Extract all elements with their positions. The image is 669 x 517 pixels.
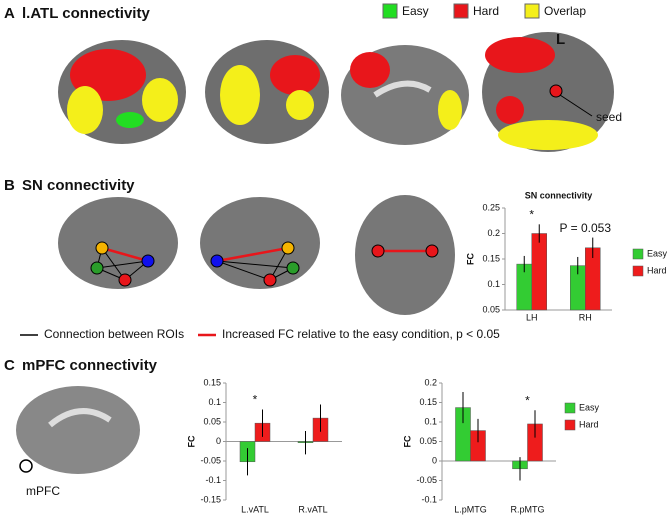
x-tick-label: R.vATL (298, 504, 327, 514)
panel-title: SN connectivity (22, 177, 135, 194)
y-tick-label: 0.15 (482, 253, 500, 263)
charts: 0.05 0.1 0.15 0.2 0.25 FC SN connectivity LH RH *… (186, 190, 667, 514)
legend-swatch (524, 3, 540, 19)
region-label: mPFC (26, 484, 60, 498)
legend-swatch (632, 265, 644, 277)
y-tick-label: 0.1 (424, 416, 437, 426)
x-tick-label: RH (579, 312, 592, 322)
panel-letter: B (4, 177, 15, 194)
legend: Easy Hard Overlap (382, 3, 586, 19)
legend-label: Connection between ROIs (44, 327, 184, 341)
x-tick-label: L.vATL (241, 504, 269, 514)
legend-label: Overlap (544, 4, 586, 18)
legend-swatch (564, 402, 576, 414)
legend-swatch (632, 248, 644, 260)
legend-label: Easy (647, 248, 668, 258)
y-tick-label: -0.1 (205, 475, 221, 485)
legend-label: Easy (402, 4, 429, 18)
legend-label: Hard (579, 419, 599, 429)
bar (531, 233, 547, 311)
y-axis-label: FC (402, 435, 412, 447)
annotation: P = 0.053 (560, 221, 612, 235)
x-tick-label: L.pMTG (454, 504, 487, 514)
x-tick-label: LH (526, 312, 538, 322)
panel-title: mPFC connectivity (22, 357, 158, 374)
y-axis-label: FC (186, 435, 196, 447)
legend-swatch (382, 3, 398, 19)
y-tick-label: 0.05 (482, 304, 500, 314)
y-tick-label: 0.05 (203, 416, 221, 426)
brain-image-c (16, 386, 140, 474)
panel-letter: A (4, 5, 15, 22)
y-tick-label: 0 (432, 455, 437, 465)
y-tick-label: 0 (216, 436, 221, 446)
brain-images-b (20, 195, 455, 337)
y-axis-label: FC (465, 253, 475, 265)
y-tick-label: -0.1 (421, 494, 437, 504)
y-tick-label: 0.2 (487, 228, 500, 238)
annotation: * (253, 393, 258, 407)
panel-title: l.ATL connectivity (22, 5, 150, 22)
legend-label: Hard (473, 4, 499, 18)
y-tick-label: 0.2 (424, 377, 437, 387)
annotation: * (525, 393, 530, 407)
legend-label: Hard (647, 265, 667, 275)
side-label: L (556, 31, 565, 48)
legend-label: Easy (579, 402, 600, 412)
y-tick-label: 0.05 (419, 436, 437, 446)
x-tick-label: R.pMTG (510, 504, 544, 514)
legend-swatch (453, 3, 469, 19)
y-tick-label: -0.15 (200, 494, 221, 504)
legend-swatch (564, 419, 576, 431)
y-tick-label: 0.1 (487, 279, 500, 289)
seed-label: seed (596, 110, 622, 124)
y-tick-label: -0.05 (200, 455, 221, 465)
panel-letter: C (4, 357, 15, 374)
y-tick-label: -0.05 (416, 475, 437, 485)
y-tick-label: 0.15 (419, 397, 437, 407)
y-tick-label: 0.25 (482, 202, 500, 212)
annotation: * (529, 207, 534, 221)
legend-label: Increased FC relative to the easy condit… (222, 327, 500, 341)
y-tick-label: 0.15 (203, 377, 221, 387)
brain-images-a (58, 32, 614, 152)
chart-title: SN connectivity (525, 190, 593, 200)
y-tick-label: 0.1 (208, 397, 221, 407)
